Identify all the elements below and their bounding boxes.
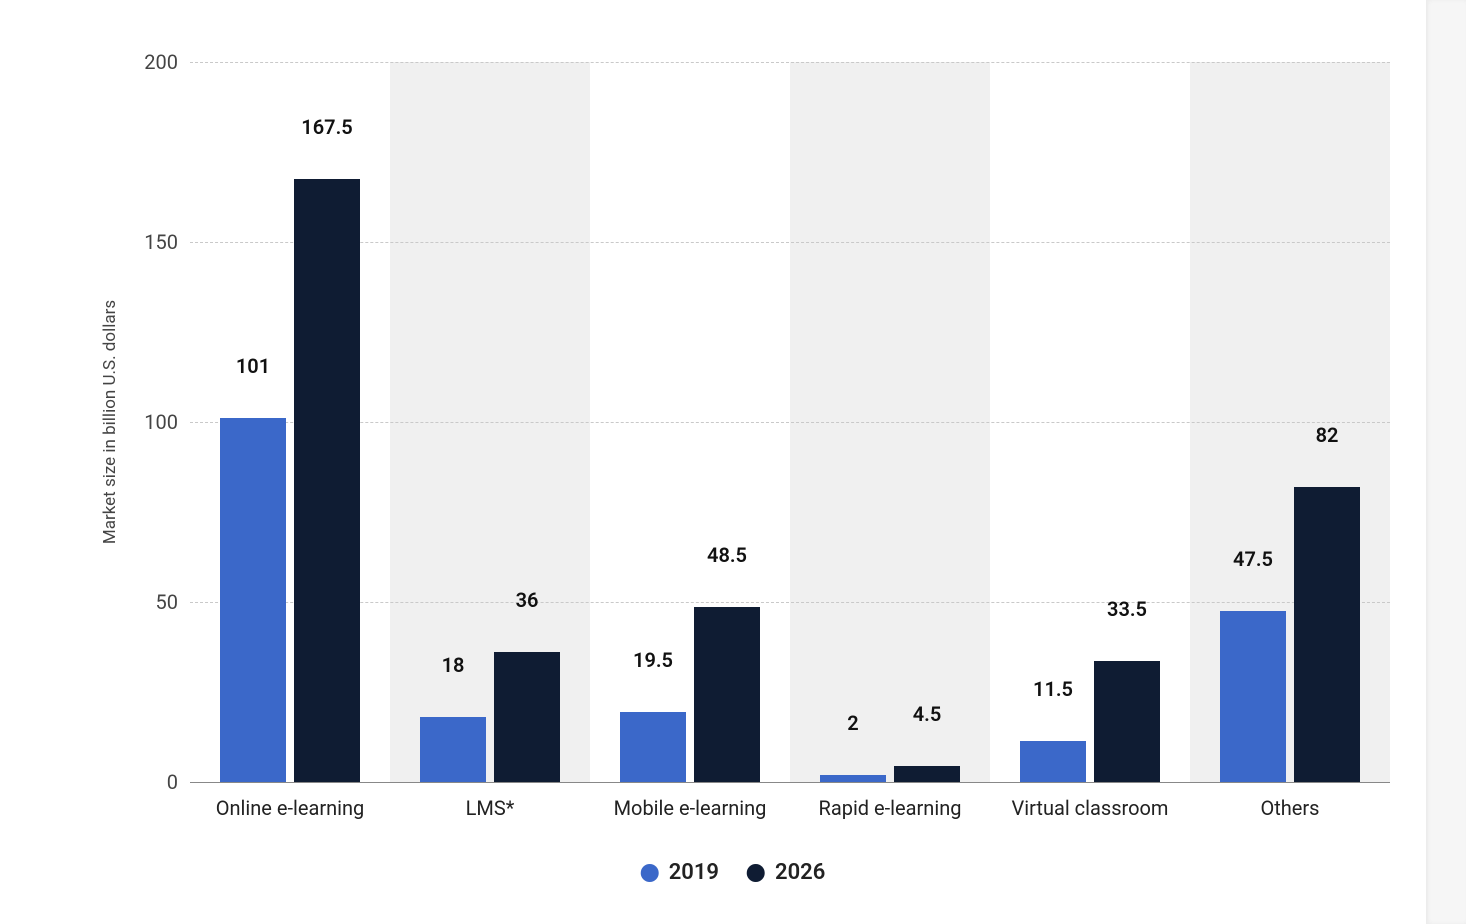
category-label: Mobile e-learning [614,796,767,820]
legend-swatch [641,864,659,882]
category-label: Rapid e-learning [819,796,962,820]
bar-value-label: 11.5 [1033,677,1073,709]
bar-value-label: 18 [442,653,465,685]
x-axis-baseline [190,782,1390,783]
bar-value-label: 4.5 [913,702,942,734]
legend-swatch [747,864,765,882]
bar [1294,487,1360,782]
bar [820,775,886,782]
bar [494,652,560,782]
gridline [190,602,1390,603]
gridline [190,62,1390,63]
legend-label: 2026 [775,860,825,885]
y-tick-label: 50 [156,590,178,614]
bar-value-label: 101 [236,354,270,386]
bar-value-label: 36 [516,588,539,620]
plot-area: 050100150200101167.5Online e-learning183… [190,62,1390,782]
bar-value-label: 2 [847,711,858,743]
bar-value-label: 48.5 [707,543,747,575]
bar-value-label: 82 [1316,423,1339,455]
bar [620,712,686,782]
gridline [190,242,1390,243]
y-tick-label: 100 [144,410,178,434]
chart-container: 0 50 100 150 200 101 167.5 Online e-learning 18 3… [0,0,1466,924]
bar [294,179,360,782]
category-label: LMS* [466,796,515,820]
bar-value-label: 167.5 [301,115,352,147]
bar [420,717,486,782]
bar [1094,661,1160,782]
legend-item[interactable]: 2026 [747,860,825,885]
bar [694,607,760,782]
y-tick-label: 150 [144,230,178,254]
bar [1220,611,1286,782]
y-tick-label: 0 [167,770,178,794]
y-axis-label: Market size in billion U.S. dollars [100,300,120,544]
category-label: Online e-learning [216,796,365,820]
bar-value-label: 33.5 [1107,597,1147,629]
legend: 2019 2026 [641,860,826,885]
bar [220,418,286,782]
category-label: Others [1260,796,1319,820]
category-label: Virtual classroom [1012,796,1169,820]
bar-value-label: 47.5 [1233,547,1273,579]
bar [894,766,960,782]
legend-item[interactable]: 2019 [641,860,719,885]
bar [1020,741,1086,782]
gridline [190,422,1390,423]
bar-value-label: 19.5 [633,648,673,680]
y-tick-label: 200 [144,50,178,74]
right-edge-decoration [1426,0,1466,924]
legend-label: 2019 [669,860,719,885]
